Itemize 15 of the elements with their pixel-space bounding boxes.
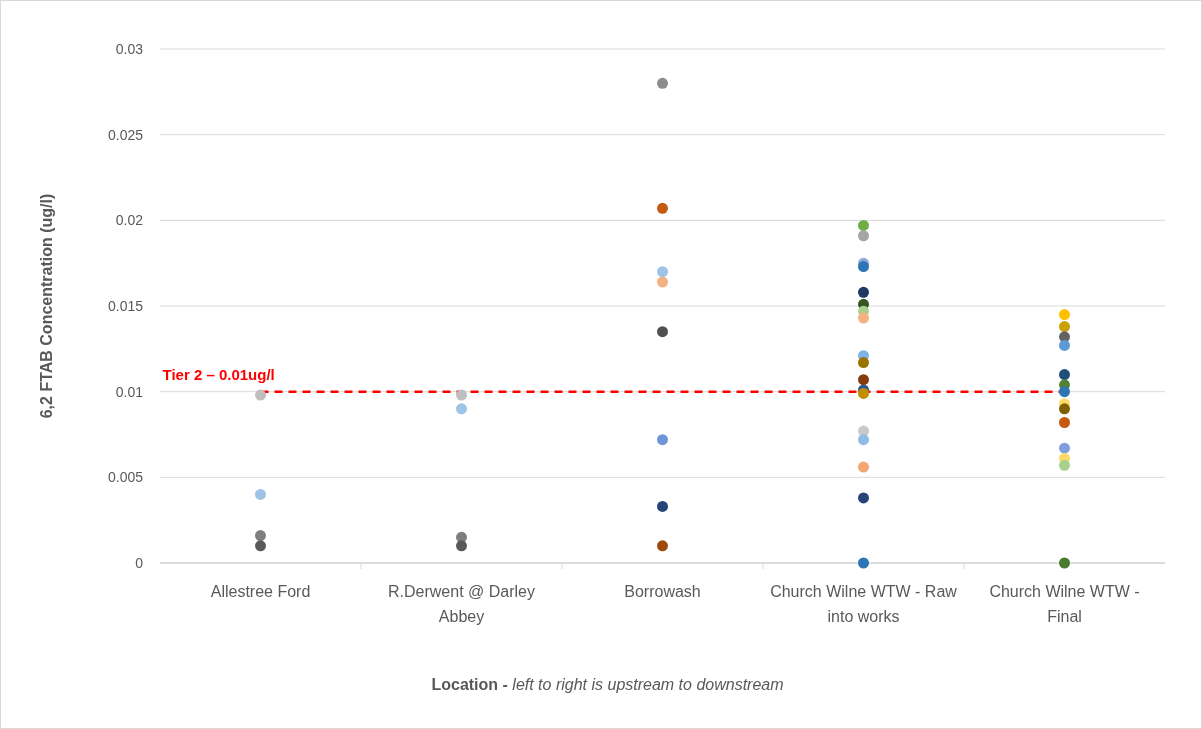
y-tick-label: 0.01 bbox=[115, 383, 144, 400]
ref-line-label: Tier 2 – 0.01ug/l bbox=[162, 365, 275, 383]
y-axis-title: 6,2 FTAB Concentration (ug/l) bbox=[38, 193, 55, 419]
x-tick-label: Borrowash bbox=[624, 583, 701, 600]
y-tick-label: 0.03 bbox=[115, 40, 144, 57]
x-axis-title: Location - left to right is upstream to downstream bbox=[431, 676, 784, 693]
x-tick-label: Church Wilne WTW - Raw into works bbox=[770, 583, 958, 625]
x-tick-label: Allestree Ford bbox=[210, 583, 311, 600]
y-tick-label: 0.02 bbox=[115, 212, 144, 229]
y-tick-label: 0.005 bbox=[107, 469, 144, 486]
x-tick-label: R.Derwent @ Darley Abbey bbox=[388, 583, 535, 625]
y-tick-label: 0 bbox=[135, 554, 144, 571]
y-tick-label: 0.015 bbox=[107, 297, 144, 314]
y-tick-label: 0.025 bbox=[107, 126, 144, 143]
x-tick-label: Church Wilne WTW - Final bbox=[989, 583, 1140, 625]
